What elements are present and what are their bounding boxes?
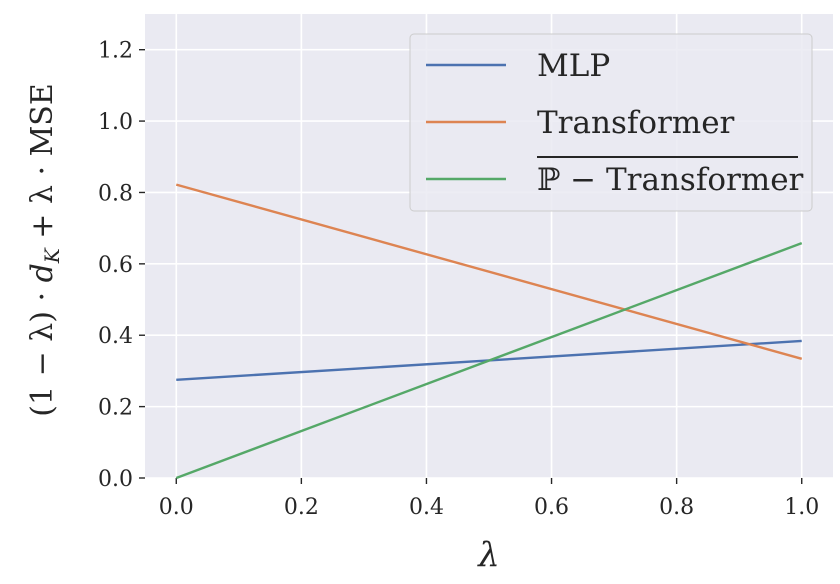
series-line-3 bbox=[175, 242, 803, 480]
legend: MLP Transformer ℙ − Transformer bbox=[409, 33, 813, 212]
y-tick-label: 0.4 bbox=[98, 324, 133, 349]
legend-label-1: MLP bbox=[537, 48, 610, 84]
y-tick-label: 1.0 bbox=[98, 110, 133, 135]
legend-label-2: Transformer bbox=[537, 105, 735, 141]
legend-box bbox=[409, 33, 813, 212]
x-tick-label: 0.0 bbox=[159, 495, 194, 520]
series-lines bbox=[175, 183, 803, 480]
y-axis-label-part-1: (1 − λ) · bbox=[25, 282, 60, 416]
y-axis-label: (1 − λ) · dK + λ · MSE bbox=[25, 83, 64, 417]
y-axis-label-part-2: d bbox=[25, 263, 60, 282]
x-tick-label: 0.6 bbox=[534, 495, 569, 520]
y-tick-label: 0.0 bbox=[98, 467, 133, 492]
x-axis-label: λ bbox=[476, 535, 500, 575]
y-tick-label: 0.6 bbox=[98, 253, 133, 278]
y-tick-label: 0.2 bbox=[98, 396, 133, 421]
y-tick-label: 1.2 bbox=[98, 39, 133, 64]
x-tick-label: 0.8 bbox=[659, 495, 694, 520]
x-tick-label: 0.4 bbox=[409, 495, 444, 520]
legend-label-3: ℙ − Transformer bbox=[537, 162, 804, 198]
y-tick-label: 0.8 bbox=[98, 181, 133, 206]
ticks: 0.0 0.2 0.4 0.6 0.8 1.0 0.0 0.2 0.4 0.6 0.8 1.0 1.2 bbox=[98, 39, 819, 520]
series-line-2 bbox=[175, 183, 803, 360]
x-tick-label: 0.2 bbox=[284, 495, 319, 520]
x-tick-label: 1.0 bbox=[784, 495, 819, 520]
y-axis-label-part-3: K bbox=[40, 247, 64, 264]
y-axis-label-part-4: + λ · MSE bbox=[25, 83, 60, 248]
